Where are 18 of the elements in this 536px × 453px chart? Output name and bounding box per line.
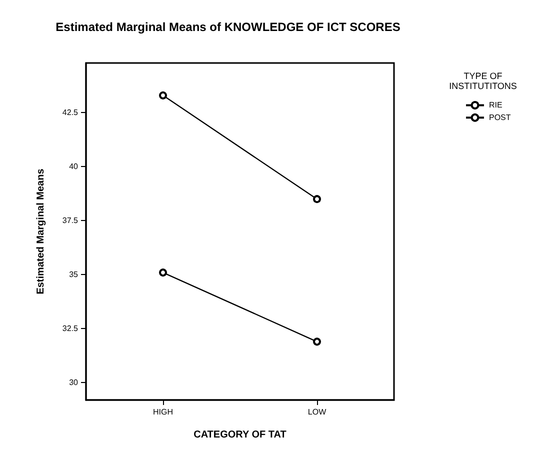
y-tick-label: 40 bbox=[69, 162, 79, 172]
point bbox=[313, 338, 321, 346]
y-tick-label: 42.5 bbox=[62, 108, 79, 118]
legend-label: RIE bbox=[489, 100, 502, 110]
legend-label: POST bbox=[489, 113, 511, 122]
y-tick-label: 37.5 bbox=[62, 216, 79, 226]
y-tick-label: 30 bbox=[69, 378, 79, 388]
x-axis-title: CATEGORY OF TAT bbox=[194, 430, 286, 440]
point bbox=[159, 268, 167, 277]
y-tick-label: 35 bbox=[69, 270, 79, 280]
y-axis-title: Estimated Marginal Means bbox=[36, 168, 46, 294]
legend-title: TYPE OF INSTITUTITONS bbox=[449, 71, 517, 91]
point bbox=[313, 195, 321, 204]
x-tick-label: HIGH bbox=[153, 408, 174, 416]
x-tick-label: LOW bbox=[308, 408, 327, 416]
point bbox=[159, 91, 167, 100]
chart-title: Estimated Marginal Means of KNOWLEDGE OF ICT SCORES bbox=[56, 20, 400, 34]
y-tick-label: 32.5 bbox=[62, 324, 79, 334]
